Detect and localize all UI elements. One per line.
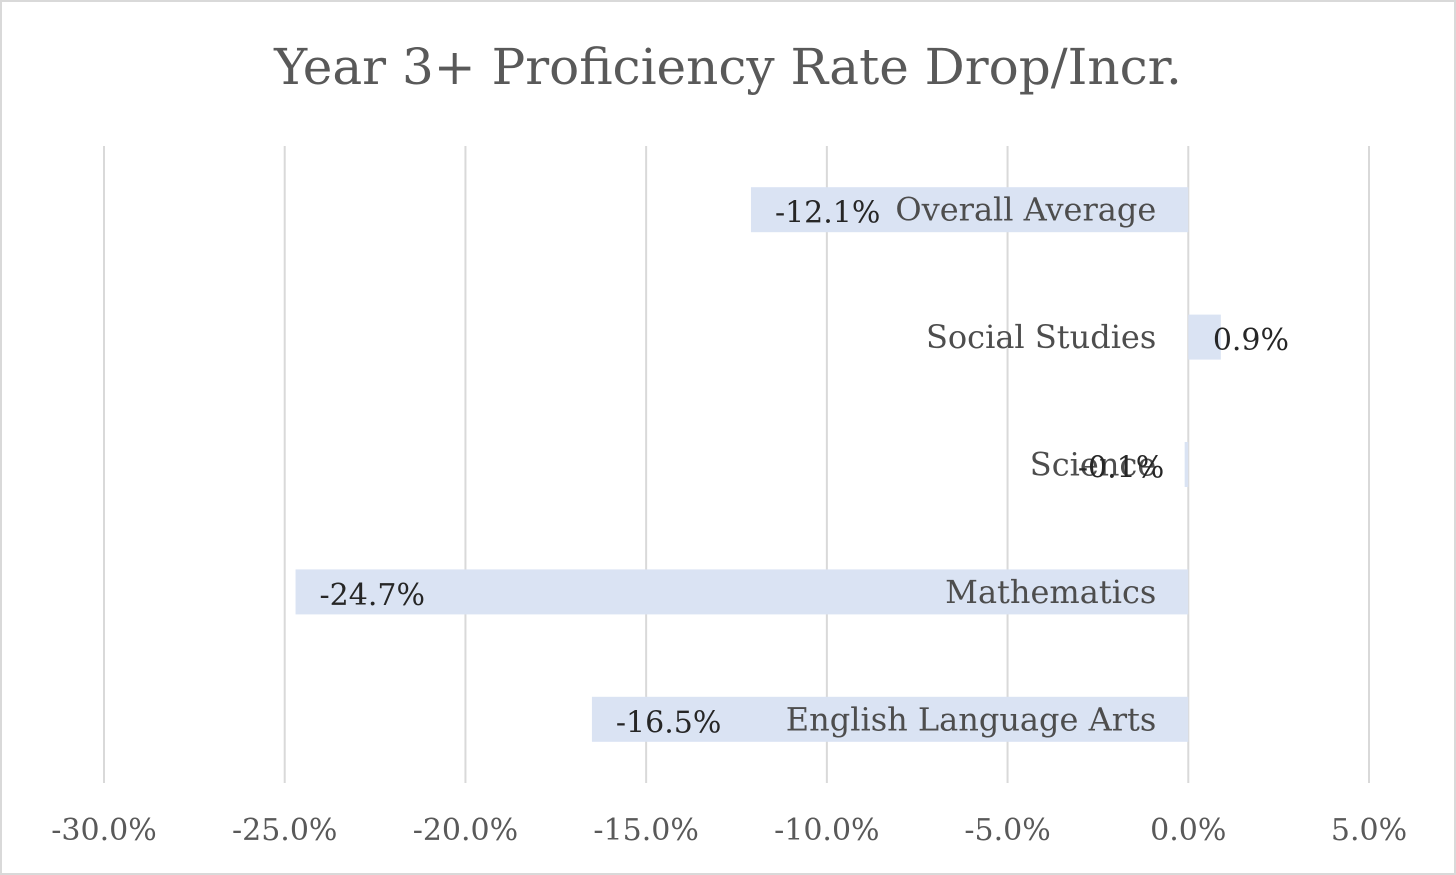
bar — [295, 569, 1189, 615]
data-labels: -12.1% 0.9% -0.1% -24.7% -16.5% — [320, 196, 1289, 741]
data-label: -24.7% — [320, 578, 425, 613]
x-tick-label: 0.0% — [1150, 813, 1226, 848]
bar — [1184, 442, 1189, 487]
x-tick-label: -30.0% — [51, 813, 156, 848]
data-label: -12.1% — [775, 196, 880, 231]
data-label: 0.9% — [1213, 323, 1289, 358]
bar — [1188, 314, 1221, 360]
x-tick-label: -25.0% — [232, 813, 337, 848]
data-label: -16.5% — [616, 705, 721, 740]
category-label: Social Studies — [926, 318, 1156, 356]
x-tick-label: -10.0% — [774, 813, 879, 848]
data-label: -0.1% — [1078, 451, 1164, 486]
x-tick-label: -15.0% — [593, 813, 698, 848]
gridlines — [103, 146, 1370, 783]
category-label: English Language Arts — [786, 700, 1157, 738]
x-axis-ticks: -30.0% -25.0% -20.0% -15.0% -10.0% -5.0% 0.0% 5… — [51, 813, 1407, 848]
x-tick-label: 5.0% — [1331, 813, 1407, 848]
x-tick-label: -20.0% — [413, 813, 518, 848]
bar — [750, 187, 1189, 233]
category-label: Science — [1030, 446, 1156, 484]
category-label: Mathematics — [945, 573, 1156, 611]
bar — [591, 696, 1189, 742]
category-labels: Overall Average Social Studies Science Math… — [786, 191, 1157, 739]
category-label: Overall Average — [895, 191, 1156, 229]
chart-title: Year 3+ Proficiency Rate Drop/Incr. — [273, 38, 1182, 96]
bars — [295, 187, 1221, 742]
x-tick-label: -5.0% — [964, 813, 1050, 848]
